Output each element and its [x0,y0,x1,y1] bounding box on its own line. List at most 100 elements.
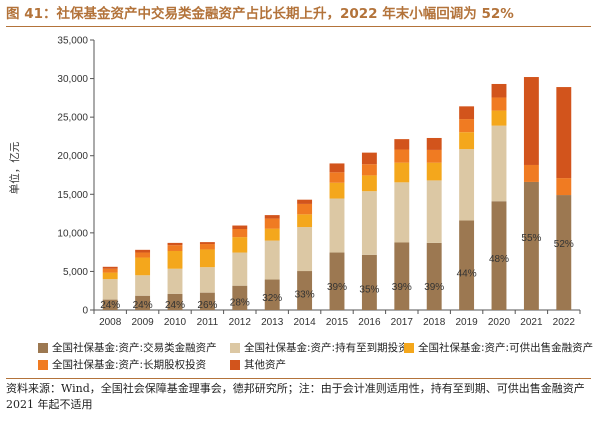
bar-segment-2019-s2 [459,132,475,150]
x-tick-label: 2011 [197,317,219,328]
bar-segment-2016-s1 [361,191,377,255]
bar-segment-2009-s3 [135,252,151,258]
legend-label: 全国社保基金:资产:交易类金融资产 [52,342,217,354]
share-label-2011: 26% [197,300,217,311]
bar-segment-2015-s4 [329,163,345,173]
bar-segment-2017-s3 [394,149,410,163]
bar-segment-2019-s0 [459,220,475,310]
legend-swatch [38,360,48,370]
bar-segment-2016-s3 [361,164,377,176]
x-tick-label: 2019 [455,317,478,328]
bar-segment-2014-s0 [297,271,313,310]
bar-segment-2016-s0 [361,254,377,310]
legend-swatch [404,343,414,353]
bar-segment-2012-s2 [232,237,248,253]
source-note: 资料来源：Wind，全国社会保障基金理事会，德邦研究所；注：由于会计准则适用性，… [6,382,585,411]
bar-segment-2008-s0 [102,299,118,310]
share-label-2021: 55% [521,233,541,244]
legend-swatch [230,360,240,370]
share-label-2017: 39% [392,282,412,293]
share-label-2019: 44% [457,268,477,279]
legend-item-long-term-equity: 全国社保基金:资产:长期股权投资 [38,357,206,373]
bar-segment-2009-s4 [135,249,151,253]
bar-segment-2013-s4 [264,215,280,219]
x-tick-label: 2018 [423,317,446,328]
bar-segment-2015-s3 [329,172,345,183]
bar-segment-2012-s3 [232,229,248,238]
x-tick-label: 2022 [553,317,576,328]
bar-segment-2013-s1 [264,240,280,280]
chart-bars [102,77,572,310]
y-tick-label: 20,000 [57,151,88,162]
title-divider [6,26,591,27]
share-label-2020: 48% [489,254,509,265]
figure-title: 图 41：社保基金资产中交易类金融资产占比长期上升，2022 年末小幅回调为 5… [6,6,514,22]
bar-segment-2015-s1 [329,198,345,253]
share-label-2013: 32% [262,293,282,304]
bar-segment-2013-s2 [264,228,280,241]
bar-segment-2010-s4 [167,242,183,246]
bar-segment-2010-s1 [167,268,183,294]
x-tick-label: 2017 [391,317,414,328]
share-label-2014: 33% [295,290,315,301]
bar-segment-2016-s4 [361,152,377,165]
x-tick-label: 2009 [131,317,154,328]
bar-segment-2011-s2 [199,249,215,268]
bar-segment-2018-s1 [426,180,442,243]
bar-segment-2010-s3 [167,245,183,251]
bar-segment-2013-s3 [264,218,280,229]
bar-segment-2019-s4 [459,106,475,120]
bar-segment-2015-s2 [329,182,345,199]
bar-segment-2009-s2 [135,257,151,276]
bar-segment-2010-s0 [167,293,183,310]
bar-segment-2008-s3 [102,268,118,273]
legend-swatch [38,343,48,353]
bar-segment-2022-s3 [556,178,572,196]
bar-segment-2016-s2 [361,175,377,192]
bar-segment-2017-s1 [394,182,410,243]
chart-annotations: 24% 24% 24% 26% 28% 32% 33% 39% 35% 39% 39% 44% 48% 5… [100,233,574,311]
share-label-2015: 39% [327,282,347,293]
bar-segment-2011-s1 [199,267,215,293]
bar-segment-2011-s0 [199,292,215,310]
legend-item-available-for-sale: 全国社保基金:资产:可供出售金融资产 [404,340,593,356]
bar-segment-2021-s0 [523,181,539,310]
bar-segment-2008-s1 [102,279,118,300]
bar-segment-2015-s0 [329,252,345,310]
bar-segment-2018-s0 [426,242,442,310]
legend-item-held-to-maturity: 全国社保基金:资产:持有至到期投资 [230,340,409,356]
y-tick-label: 30,000 [57,74,88,85]
bar-segment-2009-s0 [135,295,151,310]
bar-segment-2018-s3 [426,149,442,163]
x-tick-label: 2010 [164,317,187,328]
y-axis-label: 单位，亿元 [8,141,21,194]
bar-segment-2018-s2 [426,162,442,181]
x-tick-label: 2008 [99,317,122,328]
bar-segment-2008-s4 [102,266,118,269]
bar-segment-2020-s1 [491,125,507,202]
legend-swatch [230,343,240,353]
legend-label: 其他资产 [244,359,286,371]
chart-axes: 0 5,000 10,000 15,000 20,000 25,000 30,000 35,0… [57,36,581,328]
bar-segment-2012-s4 [232,225,248,229]
share-label-2012: 28% [230,297,250,308]
y-tick-label: 0 [82,306,88,317]
bar-segment-2017-s4 [394,139,410,150]
bar-segment-2014-s2 [297,214,313,228]
bar-segment-2014-s4 [297,199,313,204]
y-tick-label: 5,000 [63,267,88,278]
bar-segment-2020-s4 [491,83,507,98]
x-tick-label: 2021 [520,317,543,328]
share-label-2022: 52% [554,239,574,250]
x-tick-label: 2016 [358,317,381,328]
share-label-2008: 24% [100,300,120,311]
legend-label: 全国社保基金:资产:可供出售金融资产 [418,342,594,354]
source-divider [6,378,591,379]
bar-segment-2012-s1 [232,252,248,286]
bar-segment-2010-s2 [167,250,183,269]
x-tick-label: 2015 [326,317,349,328]
y-tick-label: 10,000 [57,228,88,239]
bar-segment-2020-s0 [491,201,507,310]
legend-label: 全国社保基金:资产:持有至到期投资 [244,342,409,354]
share-label-2009: 24% [133,300,153,311]
